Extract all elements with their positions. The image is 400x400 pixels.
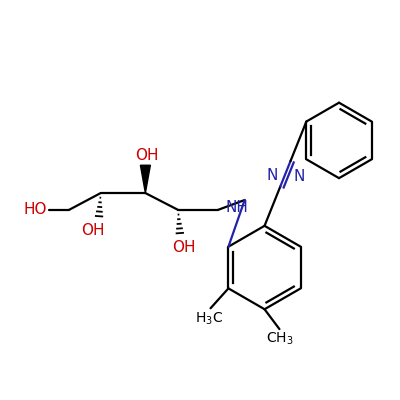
Text: OH: OH: [136, 148, 159, 163]
Polygon shape: [140, 165, 150, 193]
Text: OH: OH: [172, 240, 196, 255]
Text: HO: HO: [24, 202, 47, 218]
Text: N: N: [266, 168, 278, 183]
Text: NH: NH: [225, 200, 248, 215]
Text: OH: OH: [81, 223, 104, 238]
Text: H$_3$C: H$_3$C: [194, 310, 223, 327]
Text: CH$_3$: CH$_3$: [266, 331, 293, 348]
Text: N: N: [294, 169, 305, 184]
